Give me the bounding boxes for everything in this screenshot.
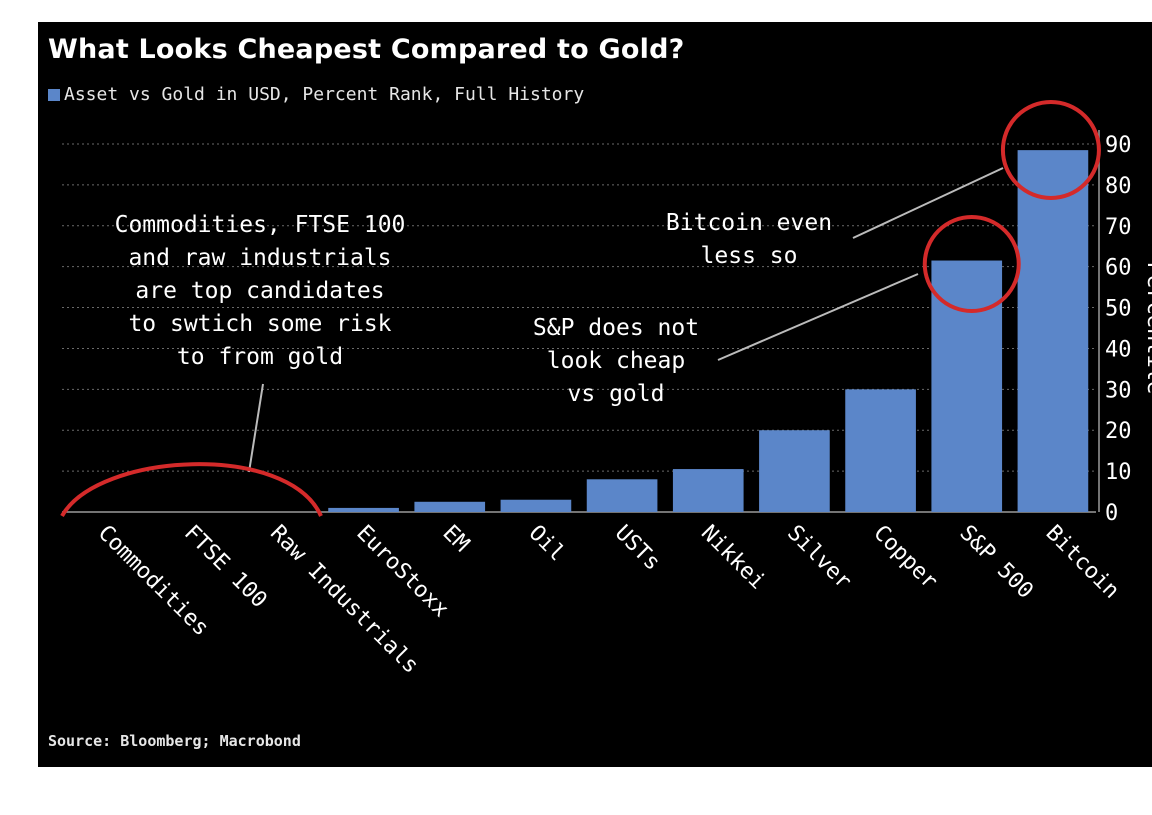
y-tick-label-50: 50 xyxy=(1105,297,1132,322)
y-tick-label-40: 40 xyxy=(1105,337,1132,362)
x-tick-label-sandp-500: S&P 500 xyxy=(955,521,1038,604)
chart-title: What Looks Cheapest Compared to Gold? xyxy=(48,34,685,65)
annotation-commodities-line-3: are top candidates xyxy=(135,278,384,304)
highlight-arc-low-assets xyxy=(60,462,323,517)
x-tick-label-bitcoin: Bitcoin xyxy=(1041,521,1124,604)
annotation-commodities-line-5: to from gold xyxy=(177,344,343,370)
leader-line-bitcoin xyxy=(852,167,1004,239)
bar-silver xyxy=(759,430,830,512)
grid-lines xyxy=(62,143,1096,513)
y-tick-label-60: 60 xyxy=(1105,256,1132,281)
y-axis: 0 10 20 30 40 50 60 70 80 90 Percentile xyxy=(1098,130,1152,526)
annotation-bitcoin-line-1: Bitcoin even xyxy=(666,210,832,236)
x-tick-label-copper: Copper xyxy=(868,521,942,595)
annotation-bitcoin-line-2: less so xyxy=(701,243,798,269)
y-tick-label-10: 10 xyxy=(1105,460,1132,485)
y-tick-label-30: 30 xyxy=(1105,378,1132,403)
highlight-circle-bitcoin xyxy=(1000,100,1101,200)
bars xyxy=(328,150,1089,512)
x-tick-label-em: EM xyxy=(438,521,474,557)
annotation-sp500: S&P does not look cheap vs gold xyxy=(533,315,699,407)
x-tick-label-oil: Oil xyxy=(524,521,570,567)
annotation-sp500-line-2: look cheap xyxy=(547,348,685,374)
legend-swatch xyxy=(48,88,60,101)
highlight-circle-sp500 xyxy=(922,215,1021,313)
bar-oil xyxy=(500,499,572,512)
bar-bitcoin xyxy=(1017,150,1089,512)
annotation-sp500-line-1: S&P does not xyxy=(533,315,699,341)
y-tick-label-20: 20 xyxy=(1105,419,1132,444)
legend: Asset vs Gold in USD, Percent Rank, Full… xyxy=(48,84,584,105)
x-tick-label-ftse-100: FTSE 100 xyxy=(179,521,272,614)
annotation-sp500-line-3: vs gold xyxy=(568,381,665,407)
annotations: Commodities, FTSE 100 and raw industrials… xyxy=(60,100,1101,517)
bar-copper xyxy=(845,389,916,512)
x-tick-label-raw-industrials: Raw Industrials xyxy=(265,521,423,679)
annotation-commodities-line-4: to swtich some risk xyxy=(128,311,391,337)
annotation-bitcoin: Bitcoin even less so xyxy=(666,210,832,269)
y-tick-label-70: 70 xyxy=(1105,215,1132,240)
chart-panel: What Looks Cheapest Compared to Gold? As… xyxy=(38,22,1152,767)
leader-line-sp500 xyxy=(717,273,919,361)
annotation-commodities-line-1: Commodities, FTSE 100 xyxy=(115,212,406,238)
y-tick-label-90: 90 xyxy=(1105,133,1132,158)
y-tick-label-80: 80 xyxy=(1105,174,1132,199)
annotation-commodities: Commodities, FTSE 100 and raw industrials… xyxy=(115,212,406,370)
bar-em xyxy=(414,501,486,512)
bar-eurostoxx xyxy=(328,507,399,512)
source-note: Source: Bloomberg; Macrobond xyxy=(48,732,301,750)
leader-line-commodities xyxy=(248,383,264,473)
bar-chart: 0 10 20 30 40 50 60 70 80 90 Percentile Commoditie… xyxy=(60,100,1152,679)
annotation-commodities-line-2: and raw industrials xyxy=(128,245,391,271)
legend-label: Asset vs Gold in USD, Percent Rank, Full… xyxy=(64,84,585,105)
x-tick-label-nikkei: Nikkei xyxy=(696,521,770,595)
bar-usts xyxy=(586,479,658,512)
x-tick-label-silver: Silver xyxy=(782,521,856,595)
y-axis-title: Percentile xyxy=(1142,262,1152,394)
y-tick-label-0: 0 xyxy=(1105,501,1118,526)
x-tick-label-usts: USTs xyxy=(610,521,665,576)
bar-nikkei xyxy=(672,469,744,512)
